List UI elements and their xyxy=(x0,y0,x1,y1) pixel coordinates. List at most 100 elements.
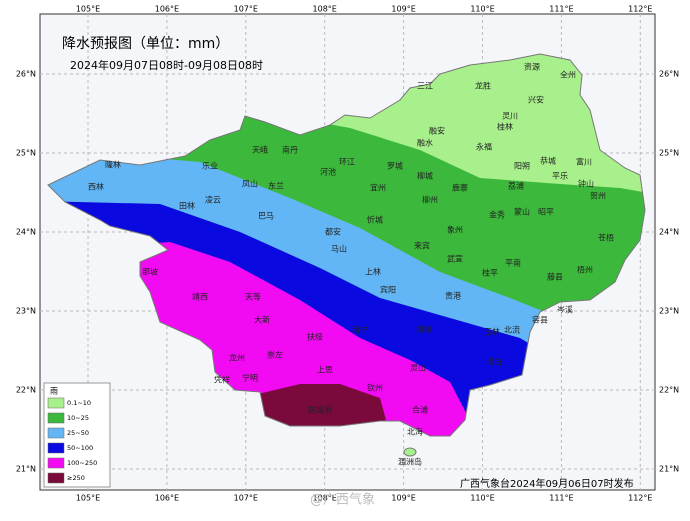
city-label: 恭城 xyxy=(540,157,556,166)
city-label: 融水 xyxy=(417,138,433,148)
city-label: 鹿寨 xyxy=(452,183,468,193)
city-label: 宁明 xyxy=(242,373,258,383)
lat-label-right: 25°N xyxy=(659,149,679,158)
lon-label-top: 111°E xyxy=(549,5,573,14)
city-label: 钟山 xyxy=(578,179,594,189)
city-label: 全州 xyxy=(560,70,576,80)
legend-title: 雨 xyxy=(50,387,58,396)
city-label: 蒙山 xyxy=(514,207,530,217)
city-label: 柳城 xyxy=(417,171,433,181)
city-label: 三江 xyxy=(417,82,433,91)
weizhou-island xyxy=(403,447,417,457)
legend-swatch xyxy=(47,457,65,469)
city-label: 合浦 xyxy=(412,405,428,415)
city-label: 大新 xyxy=(254,315,270,325)
city-label: 柳州 xyxy=(422,195,438,205)
lat-label-left: 23°N xyxy=(16,307,36,316)
city-label: 崇左 xyxy=(267,350,283,360)
city-label: 环江 xyxy=(339,158,355,167)
city-label: 昭平 xyxy=(538,208,554,217)
city-label: 融安 xyxy=(429,126,445,136)
lon-label-bottom: 108°E xyxy=(313,494,337,503)
lon-label-bottom: 106°E xyxy=(155,494,179,503)
city-label: 富川 xyxy=(576,157,592,167)
city-label: 横州 xyxy=(416,325,432,335)
watermark: @广西气象 xyxy=(310,492,375,508)
city-label: 博白 xyxy=(486,357,502,367)
city-label: 宾阳 xyxy=(380,285,396,295)
city-label: 南丹 xyxy=(282,145,298,155)
city-label: 河池 xyxy=(320,167,336,177)
city-label: 巴马 xyxy=(258,212,274,221)
lat-label-right: 23°N xyxy=(659,307,679,316)
city-label: 平乐 xyxy=(552,171,568,181)
issuer: 广西气象台2024年09月06日07时发布 xyxy=(460,477,634,490)
legend-swatch xyxy=(47,412,65,424)
lon-label-bottom: 107°E xyxy=(234,494,258,503)
city-label: 马山 xyxy=(331,244,347,254)
city-label: 灵山 xyxy=(410,363,426,373)
city-label: 都安 xyxy=(325,227,341,237)
legend-swatch xyxy=(47,442,65,454)
lon-label-bottom: 110°E xyxy=(470,494,494,503)
city-label: 平南 xyxy=(505,258,521,268)
city-label: 天等 xyxy=(245,292,261,302)
city-label: 容县 xyxy=(532,315,548,325)
legend-label: 50~100 xyxy=(67,444,93,452)
city-label: 资源 xyxy=(524,62,540,72)
city-label: 防城港 xyxy=(308,405,332,415)
rain-band xyxy=(258,384,386,432)
city-label: 天峨 xyxy=(252,145,268,155)
city-label: 涠洲岛 xyxy=(398,457,422,467)
legend-swatch xyxy=(47,472,65,484)
lat-label-left: 25°N xyxy=(16,149,36,158)
city-label: 桂平 xyxy=(482,268,498,278)
lon-label-top: 107°E xyxy=(234,5,258,14)
city-label: 贺州 xyxy=(590,191,606,201)
city-label: 象州 xyxy=(447,225,463,235)
lat-label-left: 26°N xyxy=(16,70,36,79)
lat-label-left: 24°N xyxy=(16,228,36,237)
city-label: 武宣 xyxy=(447,254,463,264)
lat-label-left: 21°N xyxy=(16,465,36,474)
city-label: 藤县 xyxy=(547,272,563,282)
lat-label-right: 22°N xyxy=(659,386,679,395)
city-label: 钦州 xyxy=(367,383,383,393)
city-label: 南宁 xyxy=(352,325,368,335)
city-label: 来宾 xyxy=(414,241,430,251)
lon-label-bottom: 112°E xyxy=(628,494,652,503)
city-label: 玉林 xyxy=(484,327,500,337)
city-label: 阳朔 xyxy=(514,161,530,171)
city-label: 忻城 xyxy=(367,215,383,225)
city-label: 凌云 xyxy=(205,195,221,205)
city-label: 贵港 xyxy=(445,291,461,301)
legend-swatch xyxy=(47,427,65,439)
legend-label: 10~25 xyxy=(67,414,89,422)
city-label: 宜州 xyxy=(370,183,386,193)
city-label: 桂林 xyxy=(497,122,513,132)
city-label: 西林 xyxy=(88,182,104,192)
city-label: 靖西 xyxy=(192,292,208,302)
city-label: 上思 xyxy=(317,366,333,375)
map-title: 降水预报图（单位：mm） xyxy=(62,36,229,52)
city-label: 凭祥 xyxy=(214,375,230,385)
city-label: 永福 xyxy=(476,142,492,152)
city-label: 梧州 xyxy=(577,265,593,275)
legend-label: 0.1~10 xyxy=(67,399,91,407)
legend-label: 100~250 xyxy=(67,459,97,467)
lon-label-top: 105°E xyxy=(76,5,100,14)
city-label: 龙胜 xyxy=(475,81,491,91)
city-label: 金秀 xyxy=(489,210,505,220)
legend-swatch xyxy=(47,397,65,409)
city-label: 隆林 xyxy=(105,160,121,170)
lon-label-top: 112°E xyxy=(628,5,652,14)
map-subtitle: 2024年09月07日08时-09月08日08时 xyxy=(70,58,263,72)
legend: 0.1~10 10~25 25~50 50~100 100~250 ≥250 xyxy=(47,397,97,484)
city-label: 东兰 xyxy=(268,181,284,191)
lon-label-top: 108°E xyxy=(313,5,337,14)
city-label: 上林 xyxy=(365,267,381,277)
lon-label-bottom: 111°E xyxy=(549,494,573,503)
city-label: 兴安 xyxy=(528,95,544,105)
